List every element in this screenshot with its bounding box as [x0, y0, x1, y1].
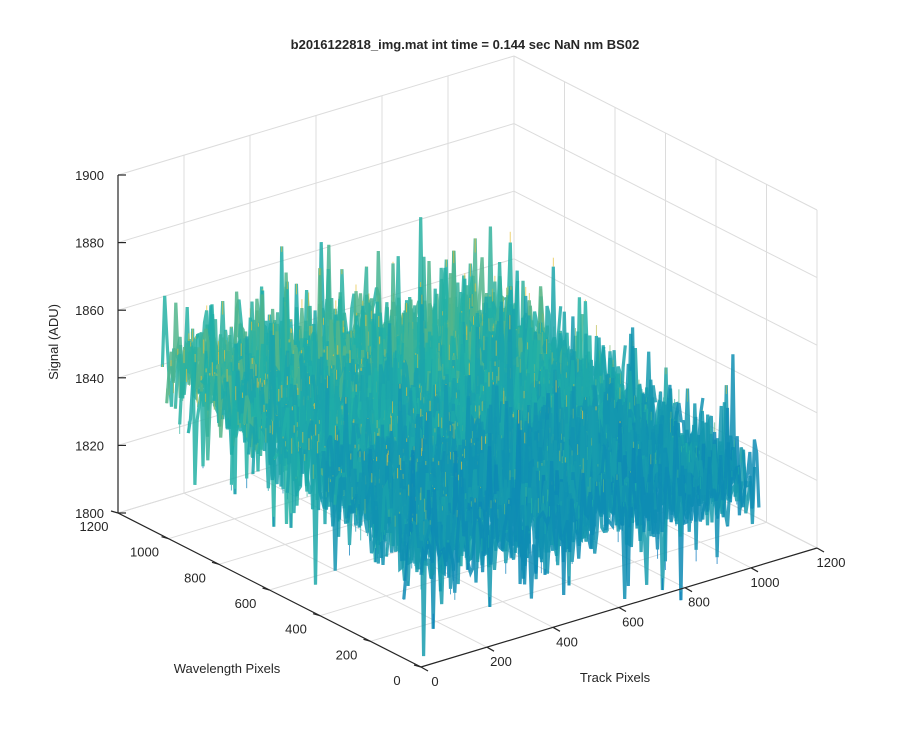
- axes: [110, 174, 825, 672]
- back-wall-gridline-z: [117, 55, 515, 176]
- side-wall-gridline-z: [513, 190, 818, 346]
- x-tick-label: 400: [556, 634, 578, 649]
- side-wall-gridline-z: [513, 258, 818, 414]
- y-tick-label: 600: [235, 596, 257, 611]
- x-tick: [816, 547, 825, 553]
- x-tick-label: 1200: [817, 555, 846, 570]
- x-tick: [618, 606, 627, 613]
- y-tick: [262, 587, 270, 591]
- y-tick-label: 1000: [130, 545, 159, 560]
- y-tick: [211, 561, 220, 565]
- y-tick-label: 800: [184, 570, 206, 585]
- y-tick-label: 200: [336, 647, 358, 662]
- chart-title: b2016122818_img.mat int time = 0.144 sec…: [291, 37, 640, 52]
- x-tick: [420, 666, 429, 672]
- z-tick-label: 1800: [75, 506, 104, 521]
- x-tick-label: 1000: [751, 575, 780, 590]
- x-tick: [486, 646, 495, 652]
- x-tick: [684, 587, 693, 593]
- y-tick-label: 0: [393, 673, 400, 688]
- x-axis-label: Track Pixels: [580, 670, 651, 685]
- z-axis-label: Signal (ADU): [46, 304, 61, 380]
- y-tick: [110, 510, 119, 514]
- y-tick-label: 400: [285, 622, 307, 637]
- y-tick: [363, 638, 371, 642]
- y-tick: [312, 613, 321, 617]
- z-tick-label: 1840: [75, 371, 104, 386]
- x-tick: [552, 626, 561, 632]
- side-wall-gridline-z: [513, 55, 818, 211]
- back-wall-gridline-z: [117, 123, 515, 244]
- x-tick-label: 600: [622, 615, 644, 630]
- z-tick-label: 1820: [75, 438, 104, 453]
- side-wall-gridline-z: [513, 123, 818, 279]
- z-tick-label: 1900: [75, 168, 104, 183]
- back-wall-gridline-z: [117, 190, 515, 311]
- y-tick: [413, 664, 422, 668]
- tick-labels: 0 200 400 600 800 1000 1200 0 200 400 600 800 1000 12…: [75, 168, 845, 689]
- y-tick-label: 1200: [80, 519, 109, 534]
- z-tick-label: 1860: [75, 303, 104, 318]
- z-tick-label: 1880: [75, 236, 104, 251]
- x-tick-label: 0: [431, 674, 438, 689]
- x-tick: [750, 567, 759, 573]
- surface: [160, 217, 761, 657]
- y-tick: [161, 536, 169, 540]
- x-tick-label: 200: [490, 654, 512, 669]
- x-tick-label: 800: [688, 595, 710, 610]
- y-axis-label: Wavelength Pixels: [174, 661, 281, 676]
